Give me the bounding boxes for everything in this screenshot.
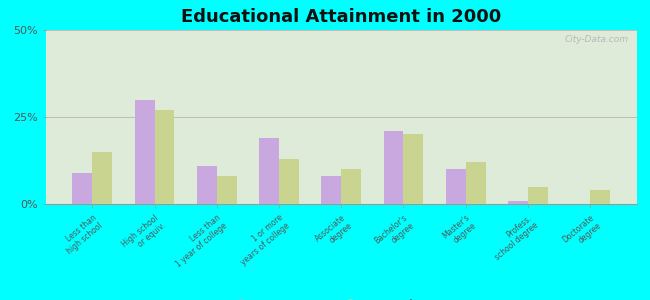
Bar [135, 100, 155, 204]
Bar [72, 173, 92, 204]
Bar [528, 187, 548, 204]
Bar [217, 176, 237, 204]
Bar [155, 110, 174, 204]
Title: Educational Attainment in 2000: Educational Attainment in 2000 [181, 8, 501, 26]
Bar [321, 176, 341, 204]
Bar [197, 166, 217, 204]
Bar [341, 169, 361, 204]
Bar [279, 159, 299, 204]
Bar [590, 190, 610, 204]
Bar [92, 152, 112, 204]
Text: City-Data.com: City-Data.com [564, 35, 628, 44]
Bar [465, 162, 486, 204]
Bar [259, 138, 279, 204]
Bar [384, 131, 404, 204]
Bar [446, 169, 465, 204]
Bar [404, 134, 423, 204]
Legend: Rowe, MA, Massachusetts: Rowe, MA, Massachusetts [224, 294, 458, 300]
Bar [508, 200, 528, 204]
